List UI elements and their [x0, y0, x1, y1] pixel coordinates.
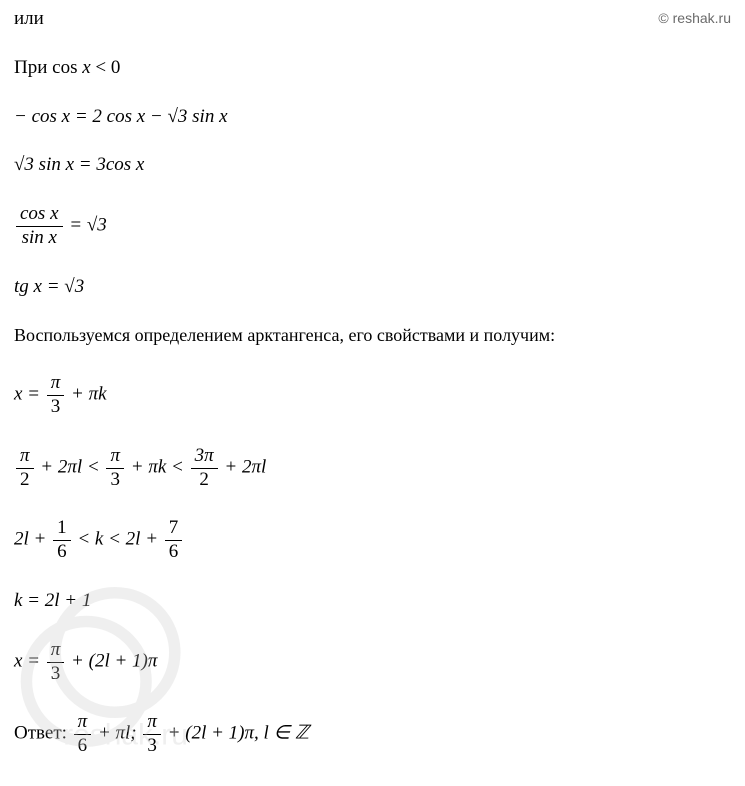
numerator: π [16, 445, 34, 469]
inequality-2: 2l + 1 6 < k < 2l + 7 6 [14, 517, 731, 564]
equation-x-pi3: x = π 3 + πk [14, 372, 731, 419]
text-explanation: Воспользуемся определением арктангенса, … [14, 325, 731, 347]
numerator: π [143, 711, 161, 735]
denominator: 3 [143, 735, 161, 758]
fraction-3pi-2: 3π 2 [191, 445, 218, 492]
var-x: x [82, 57, 90, 78]
text-line-or: или [14, 8, 731, 31]
numerator: π [74, 711, 92, 735]
numerator: π [106, 445, 124, 469]
inequality-1: π 2 + 2πl < π 3 + πk < 3π 2 + 2πl [14, 445, 731, 492]
answer-line: Ответ: π 6 + πl; π 3 + (2l + 1)π, l ∈ ℤ [14, 711, 731, 758]
denominator: sin x [16, 227, 63, 250]
text: x = [14, 650, 45, 671]
equation-2: √3 sin x = 3cos x [14, 154, 731, 177]
text: + πl; [93, 723, 141, 744]
denominator: 3 [106, 469, 124, 492]
text: < 0 [91, 57, 121, 78]
text: + πk < [126, 456, 189, 477]
denominator: 6 [74, 735, 92, 758]
denominator: 2 [191, 469, 218, 492]
fraction-1-6: 1 6 [53, 517, 71, 564]
numerator: π [47, 639, 65, 663]
text: При cos [14, 57, 82, 78]
numerator: cos x [16, 203, 63, 227]
watermark-copyright: © reshak.ru [658, 10, 731, 26]
numerator: 3π [191, 445, 218, 469]
fraction-pi-2: π 2 [16, 445, 34, 492]
text: + (2l + 1)π, l ∈ ℤ [163, 723, 309, 744]
equation-k: k = 2l + 1 [14, 590, 731, 613]
fraction-pi-3b: π 3 [106, 445, 124, 492]
equals-sqrt3: = √3 [65, 215, 107, 236]
text: + 2πl [220, 456, 267, 477]
denominator: 3 [47, 396, 65, 419]
numerator: 1 [53, 517, 71, 541]
denominator: 3 [47, 663, 65, 686]
denominator: 2 [16, 469, 34, 492]
fraction-cos-sin: cos x sin x [16, 203, 63, 250]
answer-label: Ответ: [14, 723, 72, 744]
text: + πk [66, 384, 106, 405]
text: x = [14, 384, 45, 405]
fraction-pi-3d: π 3 [143, 711, 161, 758]
fraction-7-6: 7 6 [165, 517, 183, 564]
text: + (2l + 1)π [66, 650, 157, 671]
math-content: или При cos x < 0 − cos x = 2 cos x − √3… [0, 0, 745, 786]
text: + 2πl < [36, 456, 105, 477]
fraction-pi-3: π 3 [47, 372, 65, 419]
equation-1: − cos x = 2 cos x − √3 sin x [14, 106, 731, 129]
equation-tg: tg x = √3 [14, 276, 731, 299]
text: < k < 2l + [73, 529, 163, 550]
numerator: π [47, 372, 65, 396]
text: 2l + [14, 529, 51, 550]
fraction-pi-6: π 6 [74, 711, 92, 758]
text-line-condition: При cos x < 0 [14, 57, 731, 80]
denominator: 6 [53, 541, 71, 564]
numerator: 7 [165, 517, 183, 541]
denominator: 6 [165, 541, 183, 564]
equation-x-final: x = π 3 + (2l + 1)π [14, 639, 731, 686]
fraction-pi-3c: π 3 [47, 639, 65, 686]
equation-fraction: cos x sin x = √3 [14, 203, 731, 250]
